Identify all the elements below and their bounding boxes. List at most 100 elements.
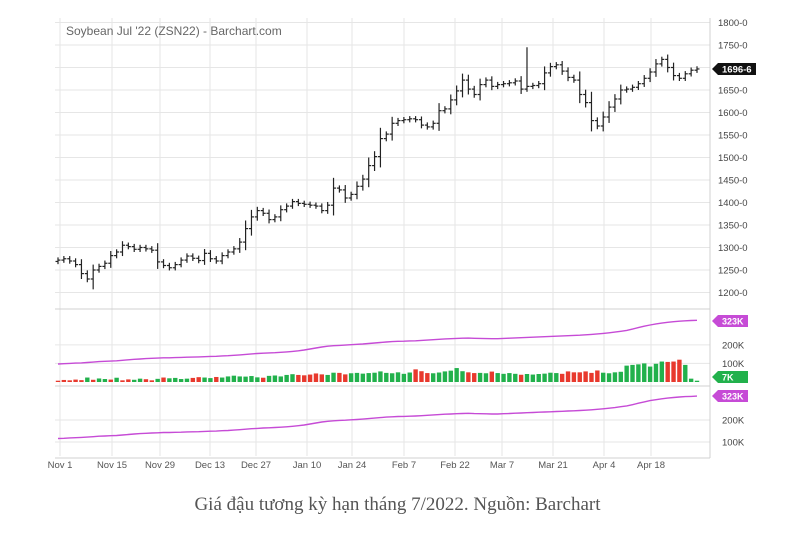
ohlc-bar: [166, 262, 172, 271]
x-tick-label: Nov 1: [48, 460, 73, 471]
volume-bar: [430, 373, 436, 382]
ohlc-bar: [659, 56, 665, 67]
ohlc-bar: [682, 71, 688, 81]
ohlc-bar: [155, 243, 161, 269]
volume-bar: [454, 368, 459, 382]
ohlc-bar: [665, 54, 671, 73]
volume-bar: [460, 371, 465, 382]
volume-bar: [255, 377, 260, 382]
volume-bar: [208, 378, 213, 382]
ohlc-bar: [278, 205, 284, 222]
ohlc-bar: [618, 84, 624, 105]
ohlc-bar: [471, 85, 477, 98]
x-tick-label: Feb 7: [392, 460, 416, 471]
ohlc-bar: [84, 270, 90, 283]
ohlc-bar: [143, 244, 149, 252]
volume-bar: [589, 372, 594, 382]
ohlc-bar: [571, 74, 577, 83]
ohlc-bar: [372, 151, 378, 171]
ohlc-bar: [536, 81, 542, 89]
oi-tick-label: 200K: [722, 416, 745, 427]
volume-bar: [313, 373, 319, 382]
volume-bar: [466, 372, 471, 382]
volume-bar: [296, 374, 301, 382]
oi-volume-panel-tag: [712, 315, 748, 327]
volume-bar: [231, 375, 237, 382]
volume-bar: [389, 373, 395, 382]
volume-bar: [214, 376, 219, 382]
volume-bar: [395, 372, 401, 382]
ohlc-bar: [583, 89, 589, 108]
ohlc-bar: [383, 131, 389, 142]
ohlc-bar: [102, 260, 108, 270]
ohlc-bar: [307, 201, 313, 208]
price-tick-label: 1300-0: [718, 243, 748, 254]
panel-frames: [55, 18, 711, 459]
ohlc-bar: [577, 71, 583, 104]
ohlc-bar: [418, 116, 424, 129]
open-interest-line-volume-panel: [57, 319, 698, 365]
ohlc-bar: [248, 209, 254, 236]
ohlc-bar: [530, 82, 536, 90]
volume-bar: [260, 377, 266, 382]
volume-bar: [683, 364, 688, 382]
last-price-label: 1696-6: [722, 64, 752, 75]
volume-bar: [618, 371, 623, 382]
volume-bar: [636, 364, 641, 382]
volume-bar: [378, 371, 383, 382]
volume-bar: [448, 370, 453, 382]
ohlc-bar: [553, 62, 559, 70]
ohlc-bar: [184, 253, 190, 263]
ohlc-bar: [671, 62, 677, 81]
volume-bar: [325, 374, 330, 382]
ohlc-bar: [506, 80, 512, 87]
volume-bar: [161, 377, 166, 382]
figure-caption: Giá đậu tương kỳ hạn tháng 7/2022. Nguồn…: [194, 494, 601, 515]
ohlc-bar: [647, 68, 653, 83]
ohlc-bar: [331, 177, 337, 216]
open-interest-line-oi-panel: [57, 395, 698, 440]
ohlc-bar: [178, 257, 184, 268]
volume-bar: [419, 371, 424, 382]
volume-bar: [542, 373, 547, 382]
ohlc-bar: [284, 203, 290, 213]
volume-bar: [96, 378, 102, 382]
volume-bar: [483, 373, 489, 382]
volume-bar: [190, 377, 196, 382]
volume-bar: [530, 374, 536, 382]
price-tick-label: 1600-0: [718, 108, 748, 119]
volume-bar: [524, 374, 530, 382]
ohlc-bar: [594, 117, 600, 130]
ohlc-bar: [90, 264, 96, 290]
ohlc-bar: [196, 255, 202, 264]
price-tick-label: 1500-0: [718, 153, 748, 164]
volume-bar: [348, 373, 354, 382]
volume-bar: [343, 374, 348, 382]
ohlc-bar: [301, 200, 307, 207]
volume-bar: [571, 372, 577, 382]
ohlc-bar: [131, 243, 137, 252]
ohlc-bar: [190, 253, 196, 261]
volume-bar: [249, 376, 254, 382]
ohlc-bar: [161, 259, 167, 269]
ohlc-bar: [348, 191, 354, 201]
ohlc-bar: [213, 256, 219, 264]
volume-bar: [577, 372, 582, 382]
volume-bar: [401, 373, 407, 382]
chart-title: Soybean Jul '22 (ZSN22) - Barchart.com: [66, 24, 282, 38]
volume-bar: [354, 372, 360, 382]
ohlc-bar: [477, 78, 483, 101]
ohlc-bar: [489, 76, 495, 91]
volume-bar: [624, 365, 629, 382]
volume-bar: [149, 380, 154, 382]
ohlc-bar: [635, 81, 641, 90]
x-tick-label: Feb 22: [440, 460, 470, 471]
volume-bar: [61, 379, 67, 382]
volume-bar: [671, 361, 676, 382]
x-tick-label: Jan 10: [293, 460, 322, 471]
volume-bars: [55, 359, 700, 382]
ohlc-bar: [237, 238, 243, 253]
oi-panel-label: 323K: [722, 392, 744, 402]
volume-bar: [495, 373, 500, 382]
ohlc-bar: [137, 244, 143, 252]
